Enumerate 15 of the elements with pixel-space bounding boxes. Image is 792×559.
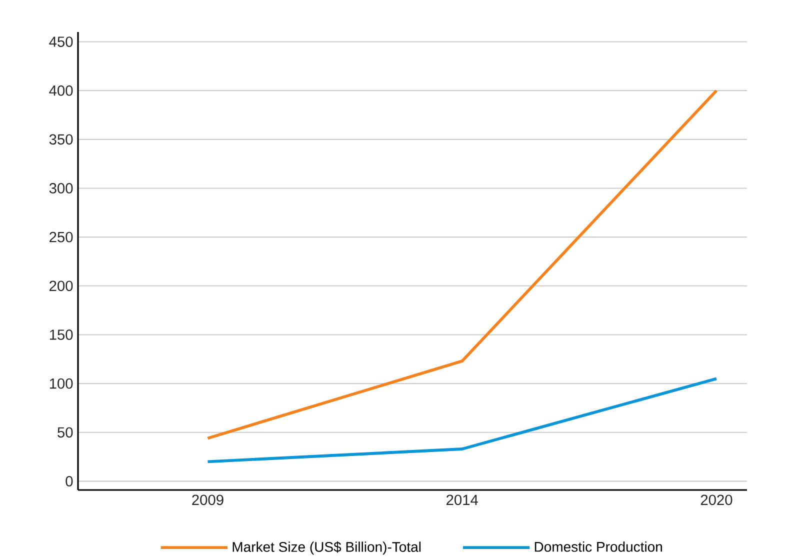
y-tick-label: 150 <box>50 330 73 340</box>
y-tick-label: 350 <box>49 134 73 145</box>
y-tick-label: 50 <box>58 427 73 438</box>
y-tick-label: 300 <box>49 183 73 194</box>
y-tick-label: 250 <box>50 232 73 242</box>
y-tick-label: 0 <box>66 476 73 486</box>
y-tick-label: 450 <box>49 36 73 47</box>
legend-label: Market Size (US$ Billion)-Total <box>232 541 421 555</box>
x-tick-label: 2014 <box>446 494 478 506</box>
y-tick-label: 400 <box>49 85 73 96</box>
x-tick-label: 2009 <box>192 494 224 506</box>
y-tick-label: 200 <box>50 280 73 292</box>
legend-label: Domestic Production <box>534 541 662 552</box>
x-tick-label: 2020 <box>700 494 732 506</box>
y-tick-label: 100 <box>50 378 73 389</box>
